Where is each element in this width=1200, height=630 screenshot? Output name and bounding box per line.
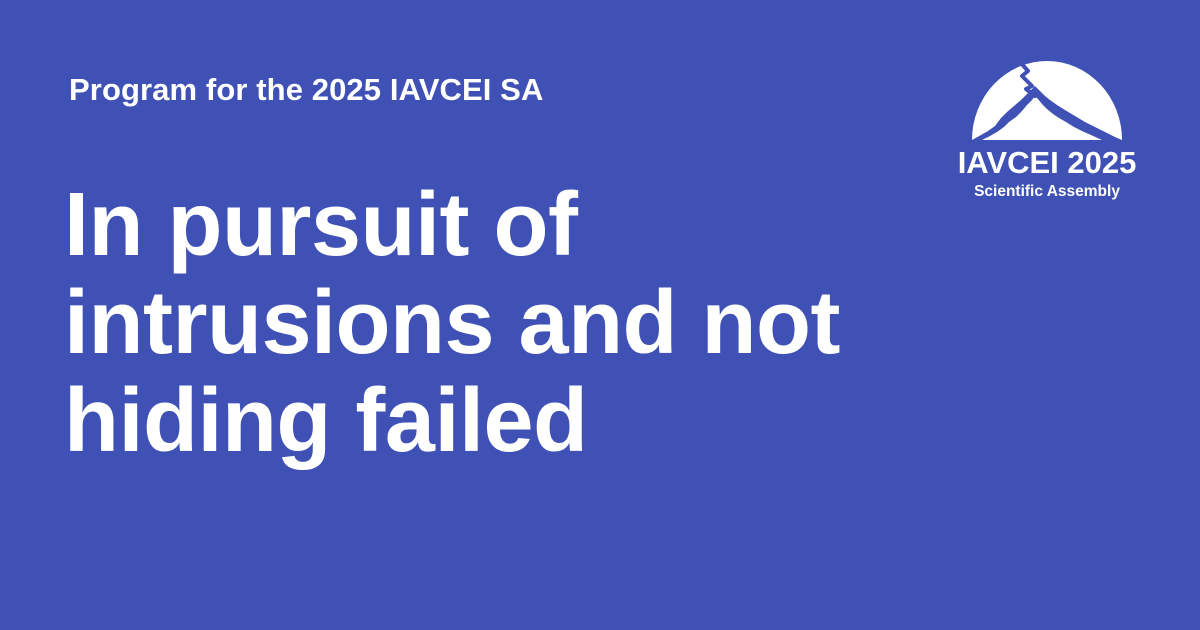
logo-subtitle: Scientific Assembly <box>974 183 1120 200</box>
title-line-1: In pursuit of <box>64 175 578 275</box>
fault-line-icon <box>1018 60 1037 98</box>
iavcei-logo: IAVCEI 2025 Scientific Assembly <box>958 58 1136 206</box>
program-eyebrow: Program for the 2025 IAVCEI SA <box>69 72 544 107</box>
title-line-3: hiding failed <box>64 371 588 471</box>
volcano-mountain-icon: IAVCEI 2025 Scientific Assembly <box>958 60 1136 200</box>
talk-title: In pursuit of intrusions and not hiding … <box>64 176 884 470</box>
logo-title: IAVCEI 2025 <box>958 145 1137 180</box>
mountain-ridge <box>982 96 1102 140</box>
title-line-2: intrusions and not <box>64 273 840 373</box>
